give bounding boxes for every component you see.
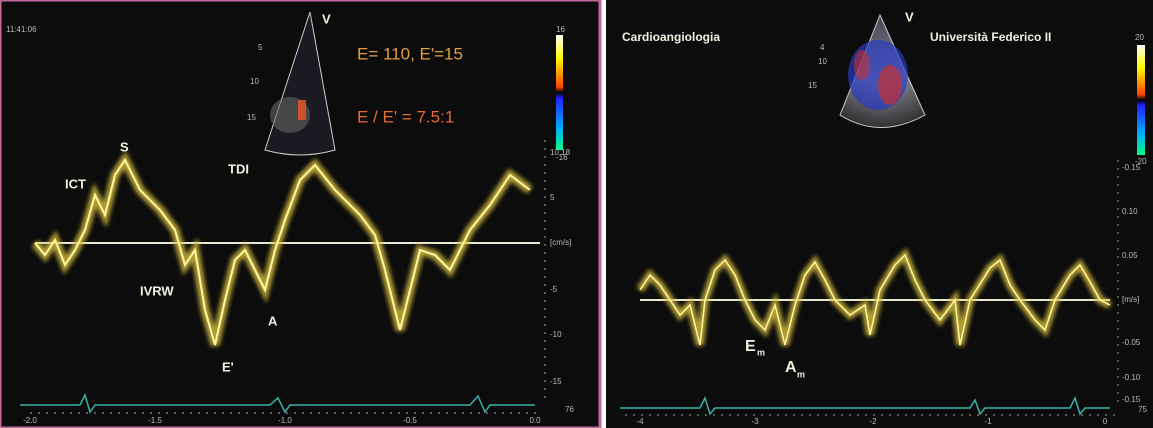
- x-scale-label: -0.5: [403, 416, 417, 425]
- depth-label: 5: [258, 43, 263, 52]
- y-scale-label: [cm/s]: [550, 238, 571, 247]
- measurement: E / E' = 7.5:1: [357, 107, 454, 126]
- depth-label: 10: [818, 57, 827, 66]
- depth-label: 15: [808, 81, 817, 90]
- x-scale-label: -2.0: [23, 416, 37, 425]
- wave-label: S: [120, 139, 129, 154]
- color-bar: [556, 35, 563, 150]
- y-scale-label: -15: [550, 377, 562, 386]
- depth-label: 15: [247, 113, 256, 122]
- heart-rate: 76: [565, 405, 574, 414]
- color-scale-label: 20: [1135, 33, 1144, 42]
- measurement: E= 110, E'=15: [357, 44, 463, 63]
- institution-label: Cardioangiologia: [622, 30, 720, 44]
- x-scale-label: -4: [636, 417, 644, 426]
- wave-label: E: [745, 338, 756, 355]
- probe-marker: V: [322, 11, 331, 26]
- institution-label: Università Federico II: [930, 30, 1051, 44]
- wave-label: IVRW: [140, 283, 174, 298]
- x-scale-label: 0.0: [529, 416, 541, 425]
- wave-label: TDI: [228, 161, 249, 176]
- right-sector: [839, 13, 926, 128]
- x-scale-label: -1: [984, 417, 992, 426]
- ecg-trace: [20, 392, 535, 414]
- wave-label: A: [785, 359, 797, 376]
- wave-label: m: [797, 369, 805, 379]
- depth-label: 10: [250, 77, 259, 86]
- y-scale-label: -0.10: [1122, 373, 1141, 382]
- x-scale-label: -1.0: [278, 416, 292, 425]
- color-scale-label: 16: [556, 25, 565, 34]
- wave-label: m: [757, 347, 765, 357]
- wave-label: ICT: [65, 176, 86, 191]
- tdi-waveform-core: [639, 253, 1111, 346]
- x-scale-label: -1.5: [148, 416, 162, 425]
- y-scale-label: [m/s]: [1122, 295, 1139, 304]
- depth-label: 4: [820, 43, 825, 52]
- y-scale-label: 0.05: [1122, 251, 1138, 260]
- y-scale-label: 0.10: [1122, 207, 1138, 216]
- y-scale-label: 10.18: [550, 148, 571, 157]
- wave-label: E': [222, 359, 234, 374]
- color-bar: [1137, 45, 1145, 155]
- wave-label: A: [268, 313, 278, 328]
- timestamp: 11:41:06: [6, 25, 37, 34]
- probe-marker: V: [905, 9, 914, 24]
- x-scale-label: -3: [751, 417, 759, 426]
- color-scale-label: -16: [556, 153, 568, 162]
- y-scale-label: -10: [550, 330, 562, 339]
- tdi-waveform-core: [34, 158, 531, 346]
- y-scale-label: -0.15: [1122, 395, 1141, 404]
- y-scale-label: 5: [550, 193, 555, 202]
- y-scale-label: -5: [550, 285, 558, 294]
- y-scale-label: -0.05: [1122, 338, 1141, 347]
- color-scale-label: -20: [1135, 157, 1147, 166]
- x-scale-label: -2: [869, 417, 877, 426]
- y-scale-label: -0.15: [1122, 163, 1141, 172]
- heart-rate: 75: [1138, 405, 1147, 414]
- ecg-trace: [620, 396, 1110, 416]
- x-scale-label: 0: [1103, 417, 1108, 426]
- left-sector: [264, 11, 336, 156]
